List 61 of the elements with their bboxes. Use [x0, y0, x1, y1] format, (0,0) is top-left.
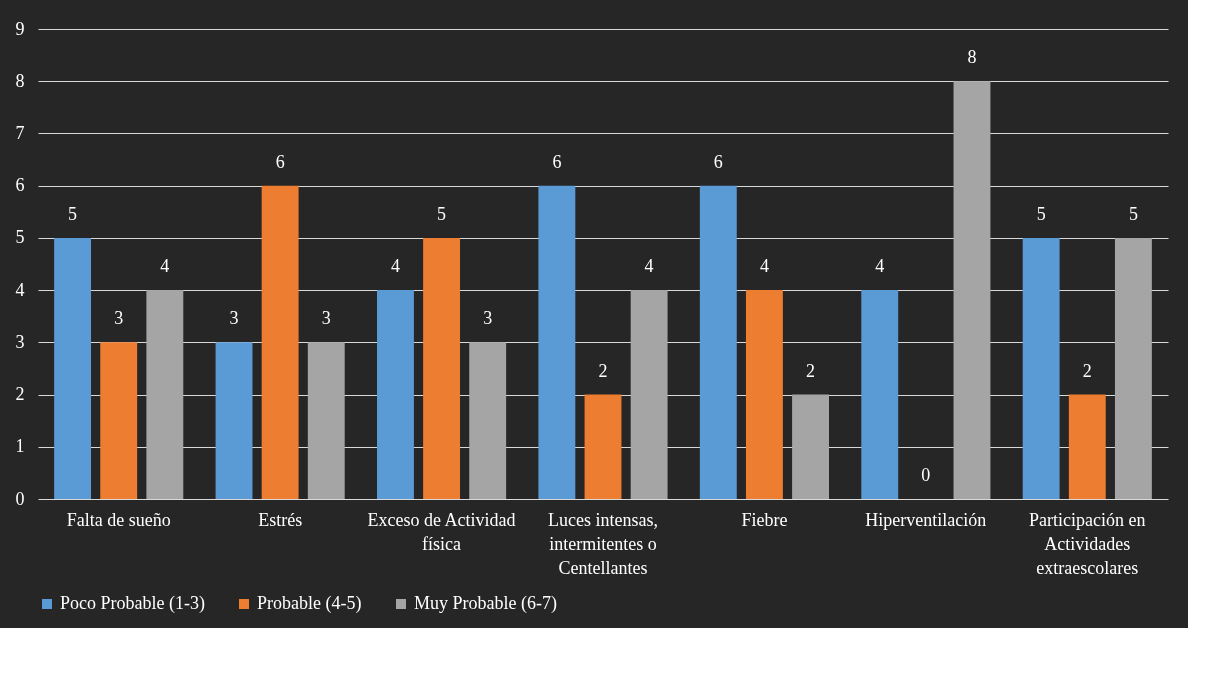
y-tick-label: 6: [15, 175, 25, 196]
x-tick-label: Fiebre: [741, 509, 788, 530]
y-tick-label: 7: [15, 122, 25, 143]
x-tick-label: Estrés: [258, 509, 303, 530]
bar: [861, 290, 899, 499]
bar: [699, 185, 737, 499]
legend-label: Poco Probable (1-3): [60, 593, 205, 614]
bar: [1068, 394, 1106, 499]
bar: [630, 290, 668, 499]
data-label: 5: [68, 203, 78, 224]
bar: [538, 185, 576, 499]
bar: [215, 342, 253, 499]
y-tick-label: 0: [15, 488, 25, 509]
data-label: 4: [875, 256, 885, 277]
x-tick-label: Luces intensas, intermitentes o Centellantes: [548, 509, 658, 578]
data-label: 4: [644, 256, 654, 277]
y-tick-label: 9: [15, 18, 25, 39]
data-label: 8: [967, 47, 977, 68]
bar: [261, 185, 299, 499]
data-label: 4: [390, 256, 400, 277]
legend-label: Muy Probable (6-7): [414, 593, 557, 614]
y-tick-label: 8: [15, 70, 25, 91]
bar: [423, 237, 461, 499]
data-label: 5: [1128, 203, 1138, 224]
data-label: 0: [921, 465, 931, 485]
bar: [1022, 237, 1060, 499]
data-label: 3: [114, 308, 124, 329]
bar: [146, 290, 184, 499]
bar: [54, 237, 92, 499]
bar: [792, 394, 829, 499]
x-tick-label: Falta de sueño: [66, 509, 171, 530]
y-tick-label: 5: [15, 227, 25, 248]
x-tick-label: Participación en Actividades extraescolares: [1029, 509, 1146, 578]
bar: [377, 290, 414, 499]
data-label: 5: [437, 203, 447, 224]
bar: [745, 290, 783, 499]
data-label: 5: [1036, 203, 1046, 224]
bar: [1114, 237, 1152, 499]
x-tick-label: Exceso de Actividad física: [367, 509, 516, 554]
data-label: 3: [483, 308, 493, 329]
y-tick-label: 4: [15, 279, 25, 300]
data-label: 3: [229, 308, 239, 329]
data-label: 4: [160, 256, 170, 277]
y-tick-label: 2: [15, 384, 25, 405]
data-label: 2: [598, 360, 608, 381]
y-tick-label: 3: [15, 331, 25, 352]
bar: [953, 81, 991, 499]
bar: [584, 394, 622, 499]
data-label: 2: [806, 360, 816, 381]
legend-label: Probable (4-5): [257, 593, 362, 614]
bar: [100, 342, 138, 499]
x-tick-label: Hiperventilación: [865, 509, 987, 530]
data-label: 2: [1082, 360, 1092, 381]
data-label: 6: [713, 151, 723, 172]
y-tick-label: 1: [15, 436, 25, 457]
data-label: 4: [759, 256, 769, 277]
bar: [469, 342, 507, 499]
data-label: 3: [321, 308, 331, 329]
data-label: 6: [275, 151, 285, 172]
data-label: 6: [552, 151, 562, 172]
bar: [307, 342, 345, 499]
